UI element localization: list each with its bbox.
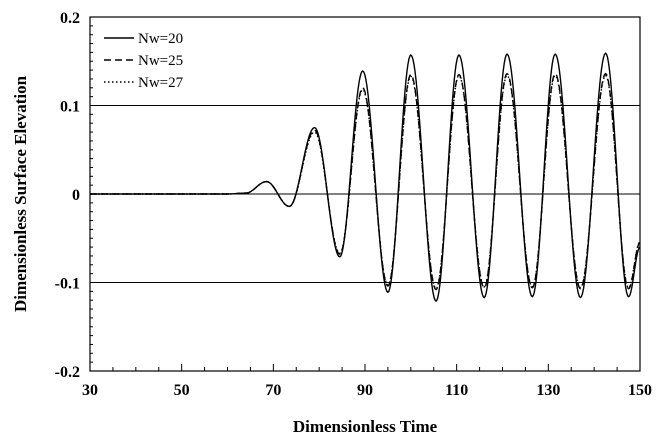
y-tick-label: 0 (72, 187, 80, 204)
x-tick-label: 110 (445, 382, 468, 399)
x-axis-label: Dimensionless Time (293, 417, 438, 436)
legend: Nw=20 Nw=25 Nw=27 (104, 31, 184, 91)
legend-label: Nw=25 (138, 53, 183, 69)
y-tick-label: -0.1 (55, 276, 80, 293)
series-line-3 (90, 74, 641, 290)
axis-ticks (89, 16, 641, 372)
y-axis-label: Dimensionless Surface Elevation (11, 75, 30, 312)
series-line-2 (90, 72, 641, 291)
y-tick-label: 0.2 (60, 10, 80, 27)
x-tick-label: 130 (536, 382, 560, 399)
series-lines (90, 52, 641, 303)
x-tick-label: 150 (628, 382, 652, 399)
y-tick-label: -0.2 (55, 364, 80, 381)
x-tick-label: 90 (357, 382, 373, 399)
x-tick-label: 50 (174, 382, 190, 399)
legend-label: Nw=27 (138, 75, 184, 91)
x-tick-label: 30 (82, 382, 98, 399)
tick-labels: 30 50 70 90 110 130 150 0.2 0.1 0 -0.1 -0.2 (55, 10, 652, 399)
legend-label: Nw=20 (138, 31, 183, 47)
y-tick-label: 0.1 (60, 99, 80, 116)
x-tick-label: 70 (265, 382, 281, 399)
